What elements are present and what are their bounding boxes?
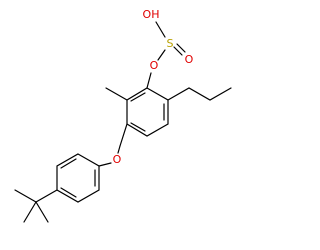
bond [105, 87, 128, 101]
background [0, 0, 250, 250]
bond [167, 87, 232, 101]
bond [23, 201, 37, 223]
bond [155, 21, 166, 38]
bond [117, 145, 121, 154]
bond [35, 189, 58, 203]
bond [146, 72, 152, 89]
bond [173, 46, 183, 56]
bond [176, 43, 186, 53]
bond [14, 189, 37, 203]
bond [60, 187, 77, 198]
ring [56, 153, 100, 203]
bond [119, 123, 128, 147]
bond [35, 201, 49, 223]
structure-diagram: OH S O O O [0, 0, 250, 250]
bond [98, 162, 112, 167]
atom-label: O [150, 59, 159, 72]
bond [130, 92, 146, 102]
bond [60, 158, 77, 169]
atom-label: O [113, 153, 122, 166]
bond [130, 122, 146, 132]
bonds [14, 21, 232, 223]
bond [157, 49, 166, 61]
atom-label: S [167, 37, 174, 50]
atom-label: O [185, 53, 194, 66]
atom-label: OH [143, 8, 160, 21]
